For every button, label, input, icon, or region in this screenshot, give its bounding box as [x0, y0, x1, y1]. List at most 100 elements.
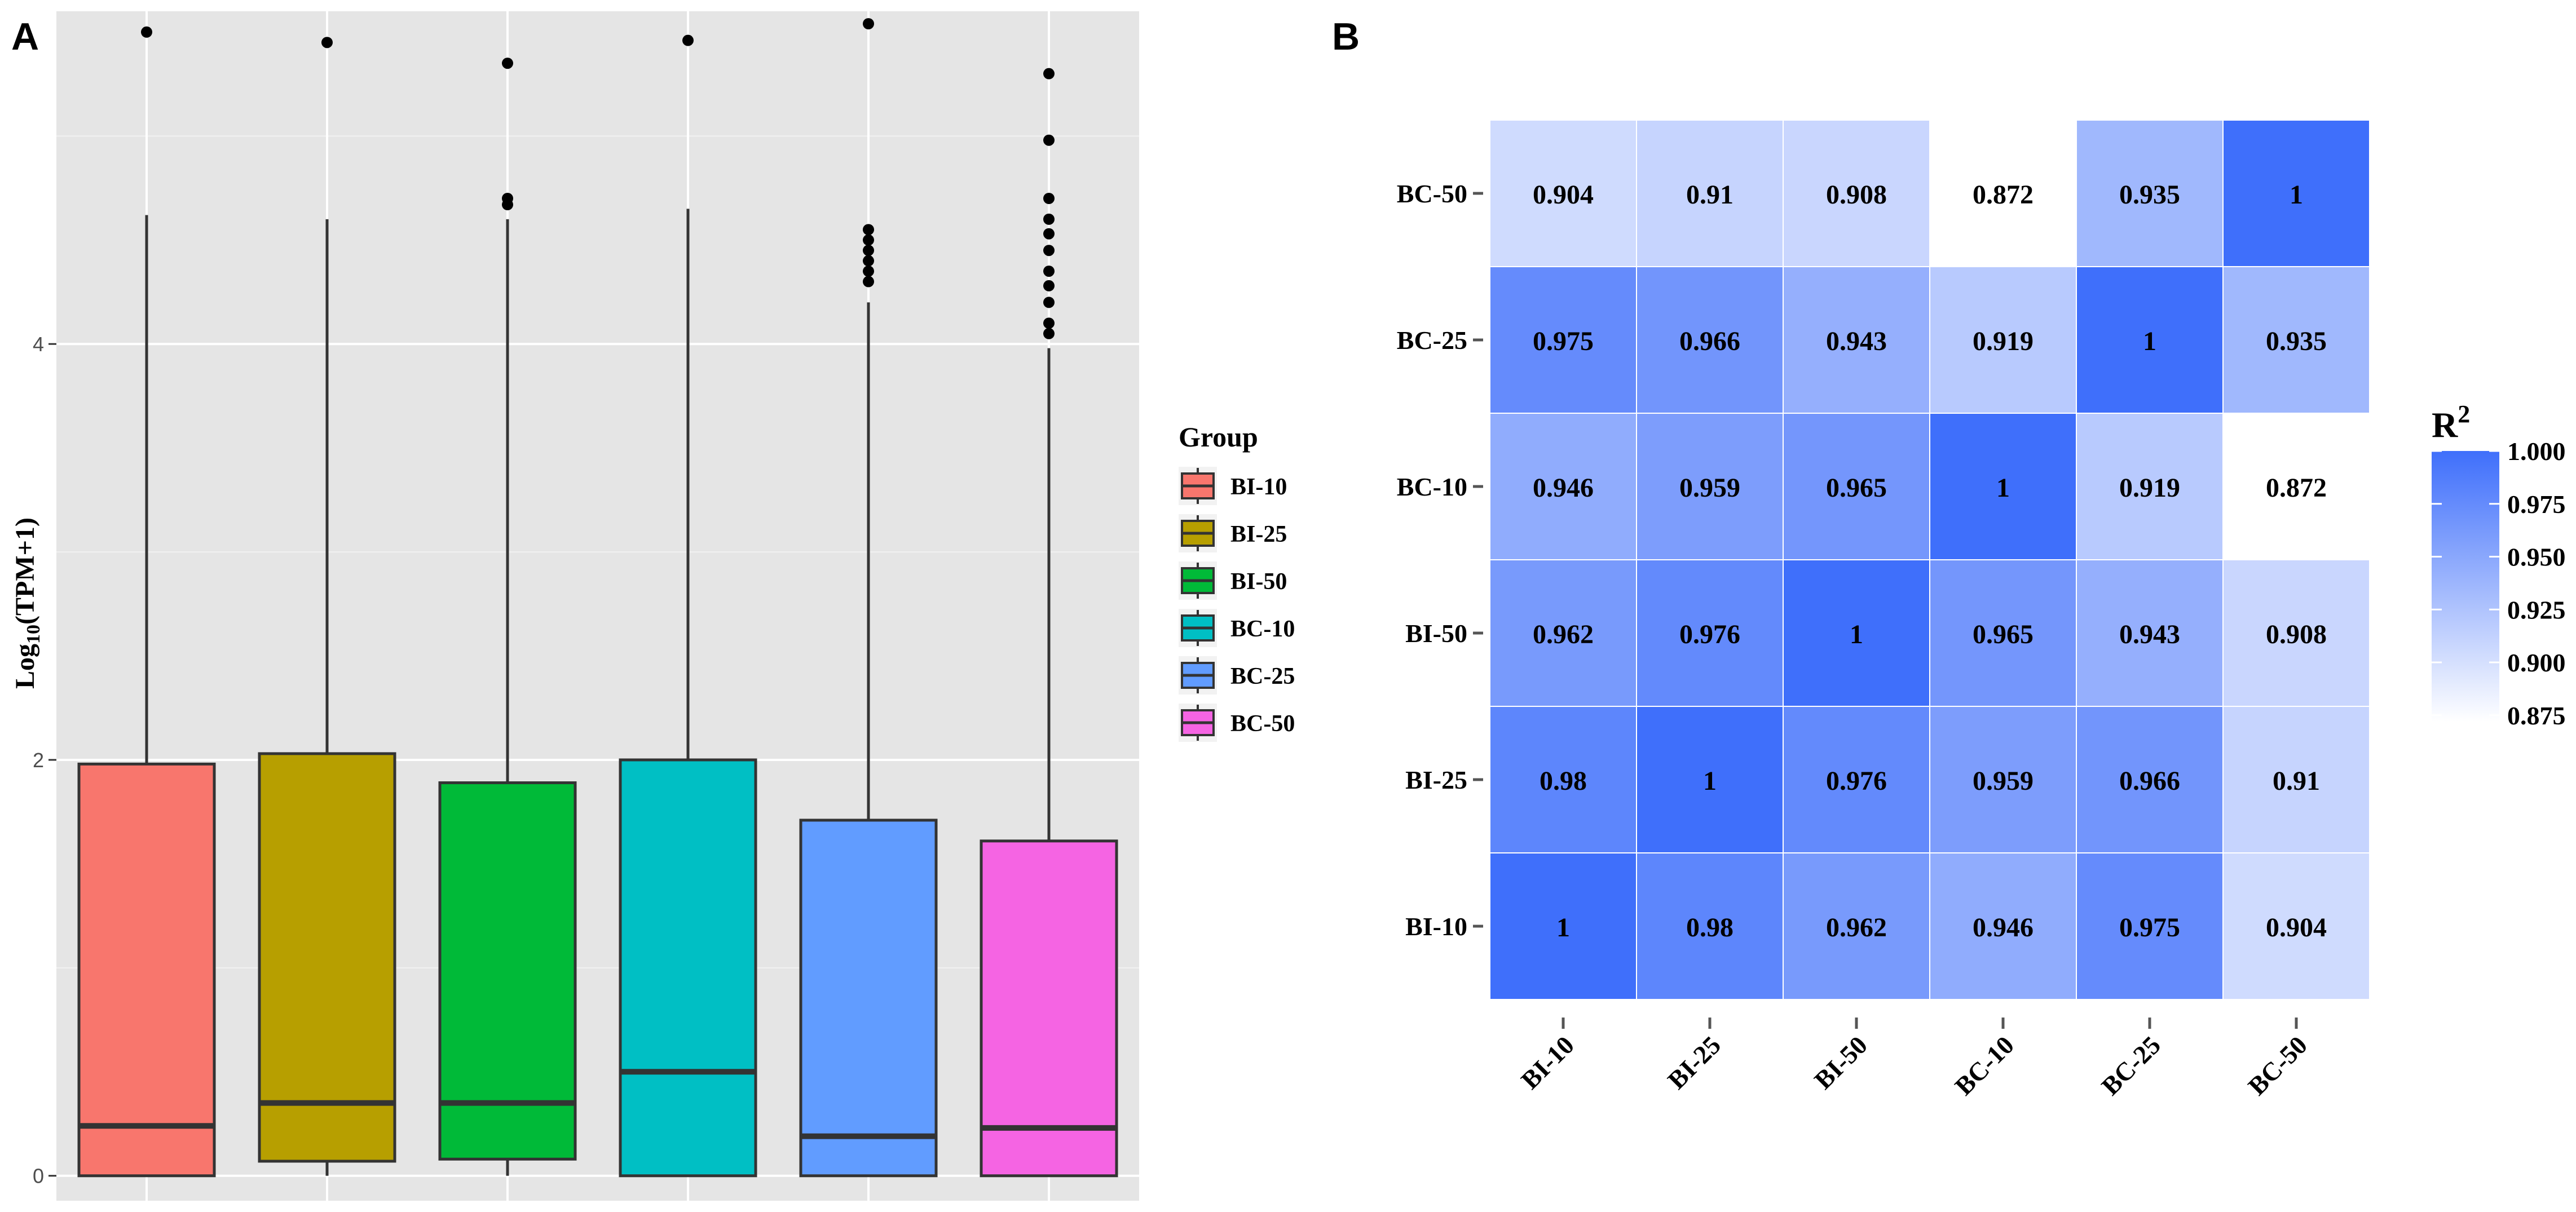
heatmap-cell-value: 1: [1850, 620, 1863, 649]
heatmap-cells: 1 0.98 0.962 0.946 0.975 0.904 0.98 1 0.976 0.959…: [1489, 120, 2370, 1000]
colorbar-tick-label: 0.925: [2507, 595, 2566, 624]
heatmap-cell: 0.98: [1489, 706, 1637, 853]
heatmap-cell-value: 0.959: [1679, 473, 1740, 503]
heatmap-cell-fill: [1636, 413, 1784, 560]
heatmap-cell-fill: [2222, 559, 2370, 707]
heatmap-cell-value: 0.904: [1533, 180, 1594, 210]
heatmap-cell: 0.91: [2222, 706, 2370, 853]
heatmap-cell: 0.904: [2222, 852, 2370, 1000]
box-iqr: [619, 758, 757, 1178]
legend-item-bi-50: BI-50: [1179, 561, 1287, 600]
heatmap-cell-fill: [1783, 559, 1930, 707]
heatmap-cell-fill: [1929, 852, 2077, 1000]
heatmap-cell: 0.98: [1636, 852, 1784, 1000]
legend-label: BI-50: [1230, 569, 1287, 595]
outlier-point: [1043, 68, 1055, 79]
outlier-point: [141, 26, 152, 38]
heatmap-cell-fill: [2222, 852, 2370, 1000]
outlier-point: [502, 57, 513, 69]
y-tick-label: BC-25: [1397, 326, 1467, 355]
heatmap-cell-value: 0.975: [2119, 913, 2180, 943]
y-axis-title-subscript: 10: [23, 625, 44, 644]
heatmap-cell-fill: [2222, 266, 2370, 414]
heatmap-cell-fill: [1489, 852, 1637, 1000]
outlier-point: [321, 37, 333, 48]
box-iqr: [438, 781, 577, 1161]
heatmap-cell: 0.872: [2222, 413, 2370, 560]
x-tick-label: BC-50: [2242, 1030, 2313, 1101]
heatmap-cell-value: 0.935: [2119, 180, 2180, 210]
heatmap-cell: 1: [1636, 706, 1784, 853]
heatmap-cell: 0.962: [1783, 852, 1930, 1000]
outlier-point: [1043, 245, 1055, 256]
y-tick-label: BC-10: [1397, 472, 1467, 501]
box-iqr: [258, 752, 396, 1163]
heatmap-cell-fill: [1929, 559, 2077, 707]
box-iqr: [980, 839, 1118, 1178]
heatmap-cell-value: 0.976: [1826, 766, 1887, 796]
heatmap-cell: 0.975: [2076, 852, 2224, 1000]
heatmap-cell-fill: [2222, 706, 2370, 853]
box-bc-50: [980, 68, 1118, 1178]
heatmap-cell: 0.908: [1783, 120, 1930, 267]
heatmap-cell: 1: [2222, 120, 2370, 267]
heatmap-cell-value: 0.943: [2119, 620, 2180, 649]
y-axis-title-tail: (TPM+1): [10, 517, 40, 625]
heatmap-cell-fill: [1929, 706, 2077, 853]
outlier-point: [682, 34, 694, 46]
heatmap-cell-value: 0.946: [1533, 473, 1594, 503]
y-tick-label: BI-50: [1405, 619, 1467, 648]
heatmap-cell-value: 0.975: [1533, 326, 1594, 356]
heatmap-cell-fill: [2076, 120, 2224, 267]
heatmap-cell-fill: [1783, 413, 1930, 560]
heatmap-cell-fill: [1489, 413, 1637, 560]
heatmap-cell-value: 0.872: [1973, 180, 2034, 210]
heatmap-cell-value: 0.98: [1540, 766, 1587, 796]
legend-item-bi-25: BI-25: [1179, 514, 1287, 552]
heatmap-cell: 1: [1489, 852, 1637, 1000]
outlier-point: [863, 255, 874, 267]
legend-a: BI-10 BI-25 BI-50 BC-10 BC-25 BC-50: [1179, 467, 1295, 742]
box-iqr: [77, 762, 216, 1178]
x-tick-label: BC-10: [1949, 1030, 2019, 1101]
x-tick-label: BI-50: [1809, 1030, 1873, 1095]
heatmap-cell: 0.908: [2222, 559, 2370, 707]
heatmap-cell-value: 1: [1996, 473, 2010, 503]
outlier-point: [1043, 317, 1055, 329]
colorbar-ticks: 1.000 0.975 0.950 0.925 0.900 0.875: [2432, 437, 2566, 730]
legend-item-bc-25: BC-25: [1179, 656, 1295, 695]
panel-a-label: A: [11, 15, 39, 58]
x-tick-label: BC-25: [2096, 1030, 2166, 1101]
outlier-point: [1043, 192, 1055, 204]
legend-label: BI-25: [1230, 521, 1287, 547]
box-bi-10: [77, 26, 216, 1178]
heatmap-cell-fill: [1929, 266, 2077, 414]
heatmap-cell: 0.935: [2222, 266, 2370, 414]
heatmap-cell-fill: [2222, 120, 2370, 267]
heatmap-cell: 0.965: [1929, 559, 2077, 707]
heatmap-cell: 0.872: [1929, 120, 2077, 267]
heatmap-cell-value: 0.908: [1826, 180, 1887, 210]
outlier-point: [863, 234, 874, 246]
heatmap-cell-fill: [1783, 120, 1930, 267]
heatmap-cell-fill: [2076, 852, 2224, 1000]
legend-label: BI-10: [1230, 474, 1287, 500]
heatmap-cell-fill: [1783, 266, 1930, 414]
legend-item-bi-10: BI-10: [1179, 467, 1287, 505]
heatmap-cell-fill: [2076, 266, 2224, 414]
heatmap-cell-value: 0.908: [2266, 620, 2327, 649]
y-tick-label: BI-10: [1405, 912, 1467, 941]
box-iqr: [799, 819, 938, 1178]
outlier-point: [1043, 266, 1055, 277]
heatmap-cell-fill: [2076, 706, 2224, 853]
boxplot-boxes: [77, 18, 1118, 1178]
box-bi-25: [258, 37, 396, 1176]
heatmap-cell-value: 0.946: [1973, 913, 2034, 943]
y-tick-label: 4: [33, 333, 44, 356]
heatmap-cell-value: 0.935: [2266, 326, 2327, 356]
outlier-point: [1043, 280, 1055, 291]
colorbar-tick-label: 0.900: [2507, 648, 2566, 677]
heatmap-cell-fill: [1636, 852, 1784, 1000]
heatmap-cell: 0.919: [1929, 266, 2077, 414]
